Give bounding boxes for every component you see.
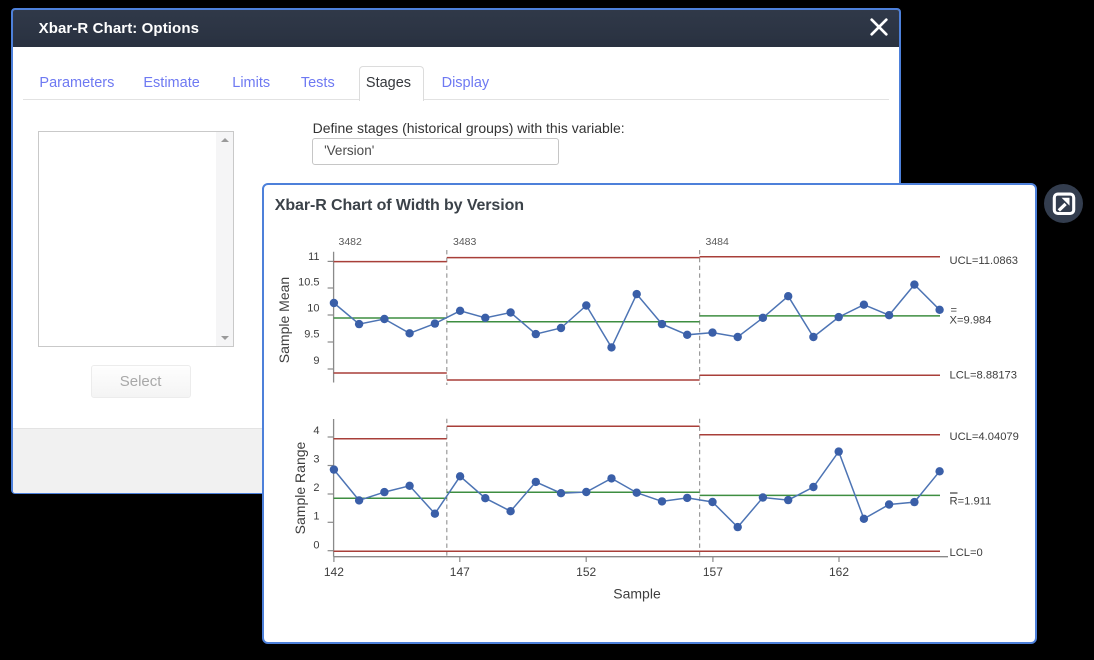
svg-text:LCL=0: LCL=0: [949, 547, 982, 559]
svg-text:LCL=8.88173: LCL=8.88173: [949, 369, 1017, 381]
svg-text:10.5: 10.5: [298, 276, 319, 288]
svg-text:10: 10: [307, 302, 319, 314]
svg-text:=: =: [950, 304, 957, 316]
svg-text:157: 157: [703, 565, 723, 579]
svg-text:3484: 3484: [705, 236, 729, 248]
svg-text:11: 11: [308, 251, 319, 263]
svg-text:152: 152: [576, 565, 596, 579]
svg-text:2: 2: [313, 482, 319, 494]
svg-text:0: 0: [313, 539, 319, 551]
svg-text:1: 1: [313, 510, 319, 522]
svg-text:Sample Range: Sample Range: [292, 441, 308, 534]
svg-text:9.5: 9.5: [304, 328, 319, 340]
svg-text:3482: 3482: [338, 236, 362, 248]
svg-text:4: 4: [313, 425, 319, 437]
svg-text:X=9.984: X=9.984: [949, 314, 991, 326]
svg-text:3483: 3483: [453, 236, 477, 248]
svg-text:Sample Mean: Sample Mean: [276, 277, 292, 363]
svg-text:UCL=4.04079: UCL=4.04079: [949, 431, 1018, 443]
svg-text:142: 142: [324, 565, 344, 579]
svg-text:9: 9: [313, 355, 319, 367]
svg-text:Sample: Sample: [613, 585, 661, 601]
svg-text:UCL=11.0863: UCL=11.0863: [949, 255, 1018, 267]
svg-text:162: 162: [829, 565, 849, 579]
svg-text:3: 3: [313, 453, 319, 465]
svg-text:147: 147: [450, 565, 470, 579]
svg-text:R=1.911: R=1.911: [949, 495, 991, 507]
